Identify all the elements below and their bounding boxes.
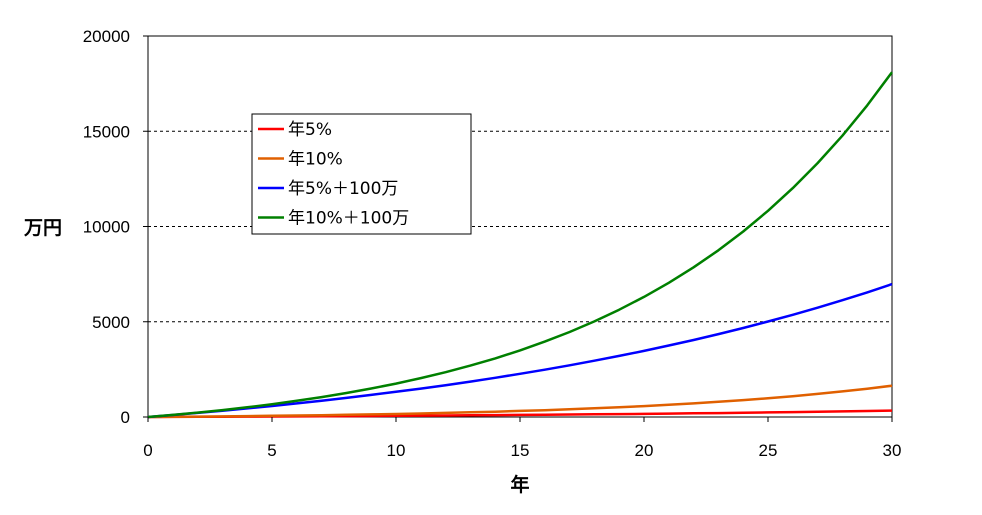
legend-box <box>251 113 472 235</box>
y-tick-label: 5000 <box>92 313 130 332</box>
y-axis-ticks: 0 5000 10000 15000 20000 <box>83 27 148 427</box>
x-tick-label: 25 <box>759 441 778 460</box>
x-tick-label: 30 <box>883 441 902 460</box>
y-axis-label: 万円 <box>23 217 62 239</box>
x-axis-ticks: 0 5 10 15 20 25 30 <box>143 417 901 460</box>
x-tick-label: 5 <box>267 441 276 460</box>
legend-label: 年10% <box>288 150 343 170</box>
y-tick-label: 0 <box>121 408 130 427</box>
y-tick-label: 20000 <box>83 27 130 46</box>
legend-label: 年5% <box>288 120 332 140</box>
series-line-4 <box>147 71 894 419</box>
x-tick-label: 10 <box>387 441 406 460</box>
legend-label: 年5%＋100万 <box>288 179 398 199</box>
x-tick-label: 15 <box>511 441 530 460</box>
x-tick-label: 0 <box>143 441 152 460</box>
y-tick-label: 15000 <box>83 122 130 141</box>
series-line-2 <box>147 384 893 419</box>
series-lines <box>147 71 894 419</box>
x-tick-label: 20 <box>635 441 654 460</box>
x-axis-label: 年 <box>510 473 529 496</box>
y-tick-label: 10000 <box>83 218 130 237</box>
series-line-3 <box>147 282 893 419</box>
legend-label: 年10%＋100万 <box>288 209 409 229</box>
